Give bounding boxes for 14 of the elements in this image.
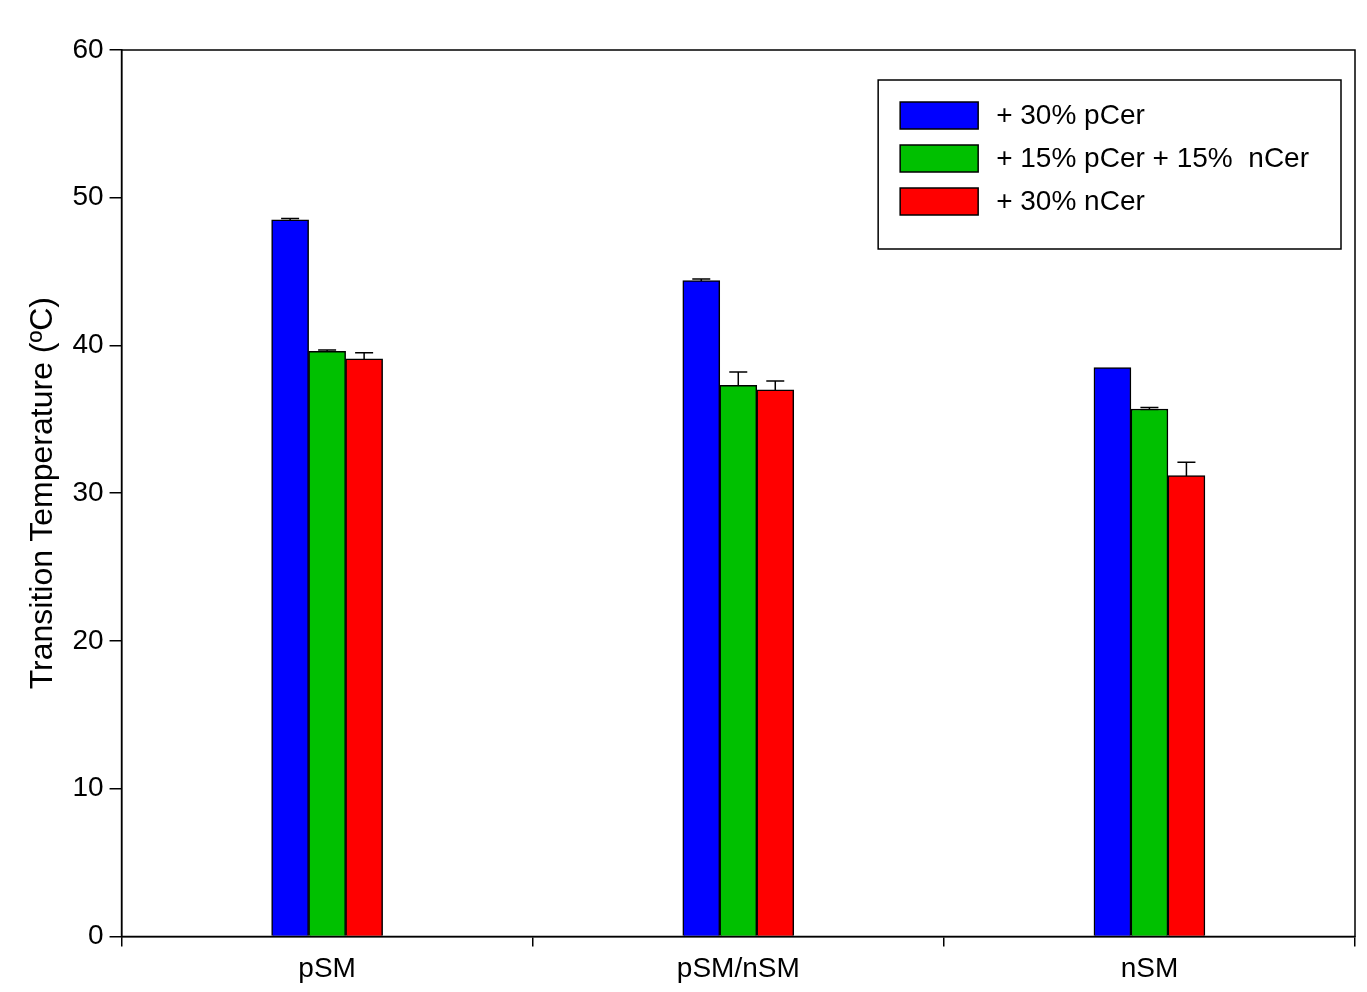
y-tick-label: 30 — [72, 475, 104, 507]
legend-label: + 30% nCer — [996, 184, 1145, 216]
legend-label: + 30% pCer — [996, 98, 1145, 130]
x-tick-label: pSM — [298, 951, 356, 983]
y-tick-label: 40 — [72, 328, 104, 360]
x-tick-label: pSM/nSM — [676, 951, 800, 983]
y-tick-label: 10 — [72, 771, 104, 803]
y-tick-label: 60 — [72, 32, 104, 64]
x-tick-label: nSM — [1120, 951, 1179, 983]
y-tick-label: 50 — [72, 180, 104, 212]
y-axis-title: Transition Temperature (ºC) — [23, 297, 60, 690]
y-tick-label: 20 — [72, 623, 104, 655]
legend-label: + 15% pCer + 15% nCer — [996, 141, 1309, 173]
y-tick-label: 0 — [87, 919, 104, 951]
